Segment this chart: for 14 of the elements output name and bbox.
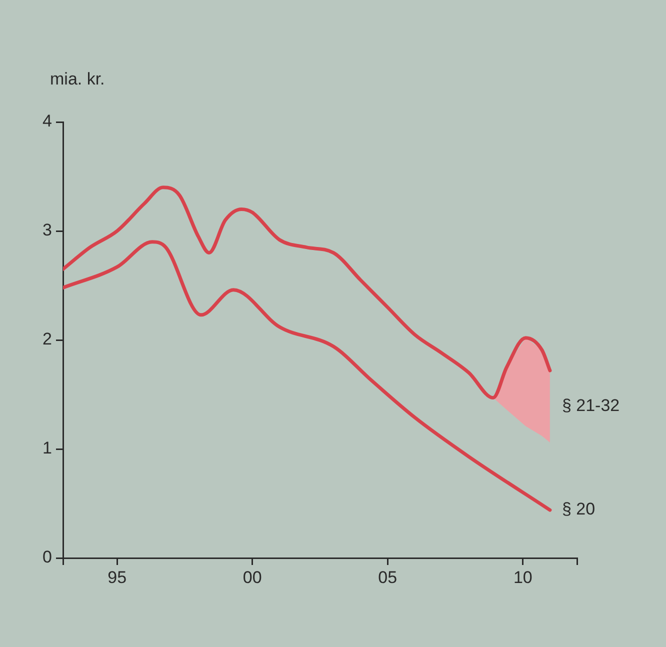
y-tick-label: 2 [42,330,52,349]
x-tick-label: 95 [108,568,127,587]
x-tick-label: 05 [378,568,398,587]
y-tick-label: 0 [42,548,52,567]
x-tick-label: 00 [242,568,262,587]
y-tick-label: 1 [42,438,52,458]
line-series [63,240,552,512]
series-label: § 21-32 [562,396,620,416]
y-tick-label: 3 [42,220,52,240]
line-series [63,186,552,400]
x-tick-label: 10 [513,568,532,587]
series-label: § 20 [562,500,596,519]
y-tick-label: 4 [42,112,52,131]
y-axis-title: mia. kr. [50,70,105,89]
